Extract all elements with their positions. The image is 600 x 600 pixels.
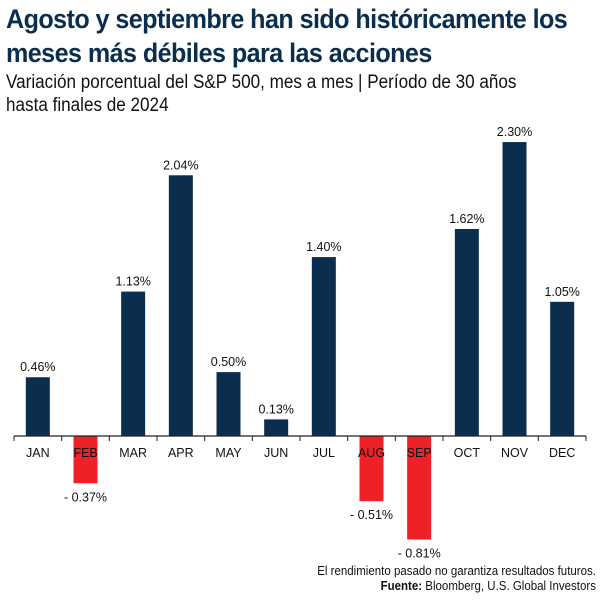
bar-nov xyxy=(502,142,527,436)
x-tick-label-sep: SEP xyxy=(407,446,432,460)
x-tick-label-may: MAY xyxy=(215,446,242,460)
data-label-sep: - 0.81% xyxy=(398,547,441,561)
bar-may xyxy=(216,372,241,436)
data-label-aug: - 0.51% xyxy=(350,508,393,522)
chart-footer: El rendimiento pasado no garantiza resul… xyxy=(317,564,596,594)
data-label-jun: 0.13% xyxy=(258,402,293,416)
data-label-jan: 0.46% xyxy=(20,360,55,374)
chart-title: Agosto y septiembre han sido históricame… xyxy=(6,2,568,70)
chart-subtitle-line-2: hasta finales de 2024 xyxy=(6,95,169,116)
x-axis xyxy=(13,435,587,441)
data-label-feb: - 0.37% xyxy=(64,490,107,504)
bar-sep xyxy=(407,436,432,540)
x-tick-label-nov: NOV xyxy=(501,446,529,460)
x-tick-label-mar: MAR xyxy=(119,446,147,460)
x-tick-label-feb: FEB xyxy=(73,446,97,460)
source-value: Bloomberg, U.S. Global Investors xyxy=(422,579,596,593)
bar-dec xyxy=(550,301,575,436)
bar-oct xyxy=(454,228,479,436)
source-note: Fuente: Bloomberg, U.S. Global Investors xyxy=(317,579,596,594)
x-tick-label-oct: OCT xyxy=(454,446,481,460)
bars-group xyxy=(25,142,575,540)
data-label-oct: 1.62% xyxy=(449,212,484,226)
data-labels: 0.46% - 0.37% 1.13% 2.04% 0.50% 0.13% 1.40% - 0… xyxy=(20,125,580,560)
bar-jun xyxy=(264,419,289,436)
chart-subtitle-line-1: Variación porcentual del S&P 500, mes a … xyxy=(6,72,517,93)
data-label-dec: 1.05% xyxy=(544,285,579,299)
bar-apr xyxy=(168,175,193,436)
bar-mar xyxy=(121,291,146,436)
x-tick-label-jul: JUL xyxy=(313,446,335,460)
x-tick-label-apr: APR xyxy=(168,446,194,460)
x-tick-labels: JAN FEB MAR APR MAY JUN JUL AUG SEP OCT NOV DEC xyxy=(26,446,575,460)
x-tick-label-aug: AUG xyxy=(358,446,385,460)
data-label-may: 0.50% xyxy=(211,355,246,369)
chart-title-line-1: Agosto y septiembre han sido históricame… xyxy=(6,4,568,34)
bar-jan xyxy=(25,377,50,436)
source-label: Fuente: xyxy=(380,579,423,593)
data-label-nov: 2.30% xyxy=(497,125,532,139)
x-tick-label-jan: JAN xyxy=(26,446,50,460)
bar-feb xyxy=(73,436,98,484)
data-label-mar: 1.13% xyxy=(115,275,150,289)
data-label-apr: 2.04% xyxy=(163,158,198,172)
x-tick-label-jun: JUN xyxy=(264,446,288,460)
disclaimer-text: El rendimiento pasado no garantiza resul… xyxy=(317,564,596,578)
bar-aug xyxy=(359,436,384,502)
data-label-jul: 1.40% xyxy=(306,240,341,254)
x-tick-label-dec: DEC xyxy=(549,446,575,460)
chart-subtitle: Variación porcentual del S&P 500, mes a … xyxy=(6,71,516,117)
chart-title-line-2: meses más débiles para las acciones xyxy=(6,38,432,68)
bar-jul xyxy=(311,257,336,436)
